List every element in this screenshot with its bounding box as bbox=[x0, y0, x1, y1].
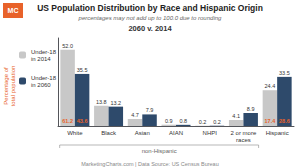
svg-text:NHPI: NHPI bbox=[203, 130, 218, 136]
svg-text:MC: MC bbox=[8, 7, 19, 14]
svg-text:0.2: 0.2 bbox=[199, 119, 207, 125]
svg-text:0.8: 0.8 bbox=[179, 118, 187, 124]
svg-text:AIAN: AIAN bbox=[169, 130, 183, 136]
svg-text:MarketingCharts.com | Data Sou: MarketingCharts.com | Data Source: US Ce… bbox=[81, 161, 218, 167]
svg-text:Under-18: Under-18 bbox=[31, 75, 57, 81]
svg-text:Percentage of: Percentage of bbox=[3, 67, 9, 105]
svg-text:17.4: 17.4 bbox=[265, 118, 277, 124]
svg-text:Hispanic: Hispanic bbox=[266, 130, 289, 136]
svg-text:33.5: 33.5 bbox=[279, 70, 290, 76]
svg-text:in 2014: in 2014 bbox=[31, 56, 51, 62]
svg-text:White: White bbox=[67, 130, 83, 136]
svg-text:4.1: 4.1 bbox=[232, 113, 240, 119]
svg-text:0.9: 0.9 bbox=[165, 118, 173, 124]
svg-text:52.0: 52.0 bbox=[62, 43, 73, 49]
svg-text:non-Hispanic: non-Hispanic bbox=[142, 148, 177, 154]
svg-text:13.8: 13.8 bbox=[96, 99, 107, 105]
svg-text:Asian: Asian bbox=[135, 130, 150, 136]
svg-text:13.2: 13.2 bbox=[110, 100, 121, 106]
svg-text:35.5: 35.5 bbox=[77, 67, 88, 73]
svg-text:Black: Black bbox=[101, 130, 117, 136]
svg-text:US Population Distribution by: US Population Distribution by Race and H… bbox=[37, 3, 263, 13]
svg-text:8.9: 8.9 bbox=[247, 106, 255, 112]
svg-text:percentages may not add up to: percentages may not add up to 100.0 due … bbox=[78, 15, 222, 21]
svg-text:in 2060: in 2060 bbox=[31, 82, 51, 88]
svg-text:Under-18: Under-18 bbox=[31, 49, 57, 55]
svg-text:2 or more: 2 or more bbox=[231, 130, 257, 136]
svg-text:races: races bbox=[236, 137, 251, 143]
svg-text:total population: total population bbox=[10, 66, 16, 107]
svg-text:4.7: 4.7 bbox=[131, 112, 139, 118]
svg-text:2060 v. 2014: 2060 v. 2014 bbox=[128, 24, 172, 33]
svg-text:24.4: 24.4 bbox=[265, 83, 276, 89]
svg-text:28.6: 28.6 bbox=[279, 118, 290, 124]
svg-text:0.2: 0.2 bbox=[213, 119, 221, 125]
svg-text:61.2: 61.2 bbox=[62, 118, 73, 124]
svg-text:7.9: 7.9 bbox=[146, 107, 154, 113]
svg-text:43.6: 43.6 bbox=[77, 118, 88, 124]
